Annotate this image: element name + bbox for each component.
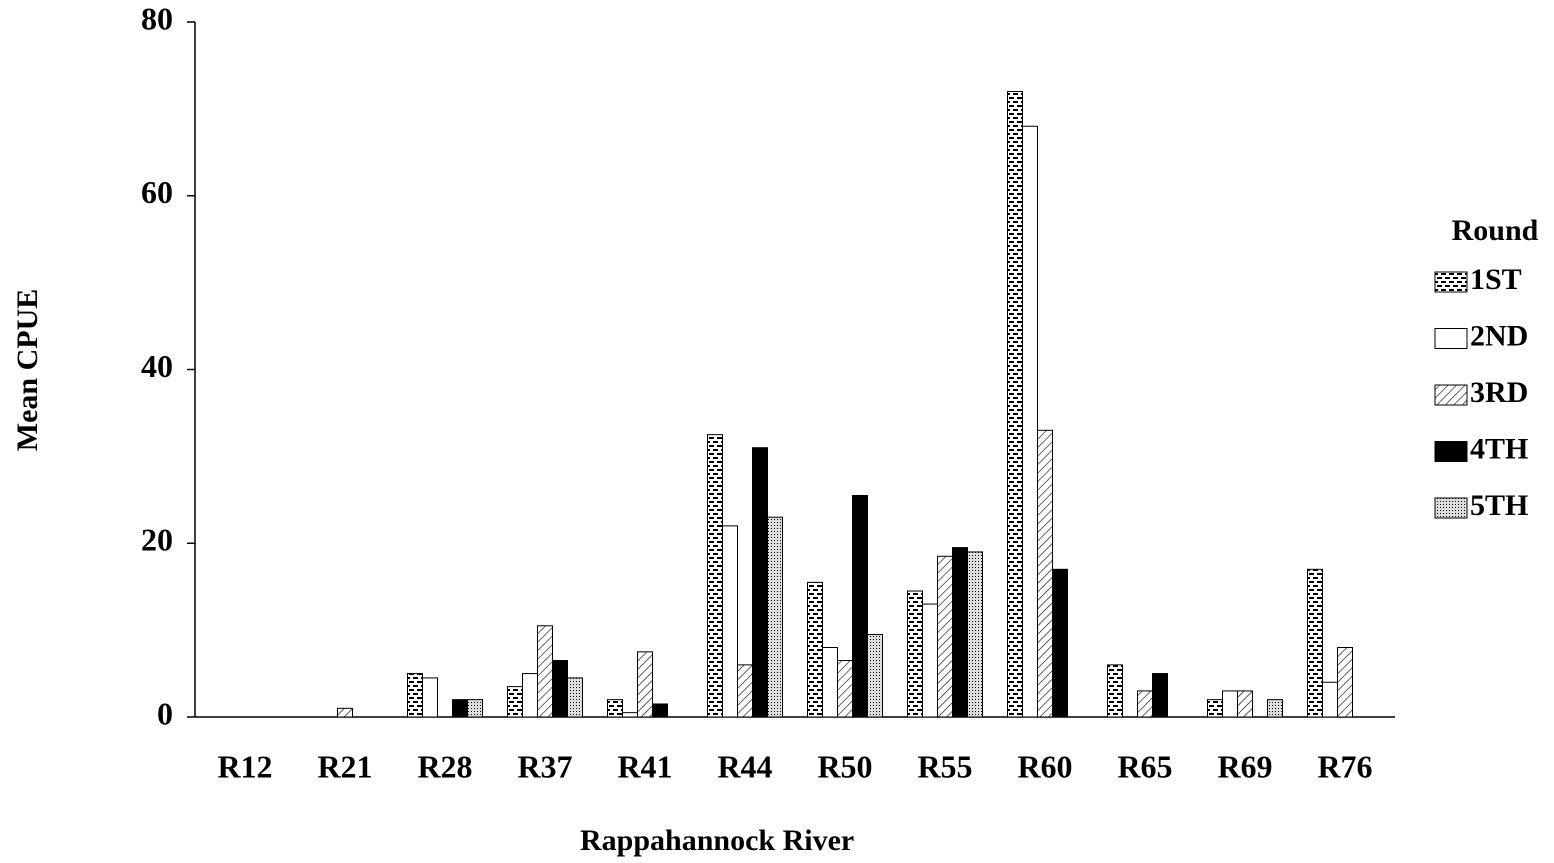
bar: [1152, 673, 1168, 718]
bar: [537, 625, 553, 718]
bar: [1322, 681, 1338, 718]
y-tick-label: 60: [141, 174, 173, 210]
bar: [422, 677, 438, 718]
legend-label: 1ST: [1470, 263, 1522, 296]
bar: [707, 434, 723, 718]
bar: [767, 516, 783, 718]
bar: [522, 673, 538, 718]
bar: [737, 664, 753, 718]
bar: [837, 660, 853, 718]
bar: [507, 686, 523, 718]
bar: [967, 551, 983, 718]
bar: [1137, 690, 1153, 718]
x-tick-label: R28: [417, 748, 472, 784]
bar: [1307, 568, 1323, 718]
bar: [752, 447, 768, 718]
bar: [467, 699, 483, 718]
bar: [607, 699, 623, 718]
bar: [722, 525, 738, 718]
bar: [552, 660, 568, 718]
x-tick-label: R76: [1317, 748, 1372, 784]
bar: [637, 651, 653, 718]
bar: [1337, 647, 1353, 718]
bar: [1267, 699, 1283, 718]
legend-label: 3RD: [1470, 376, 1528, 409]
bar: [1207, 699, 1223, 718]
legend-swatch: [1434, 441, 1468, 462]
bar: [337, 707, 353, 718]
y-tick-label: 40: [141, 348, 173, 384]
x-tick-label: R50: [817, 748, 872, 784]
bar: [452, 699, 468, 718]
y-tick-label: 80: [141, 0, 173, 36]
legend-swatch: [1434, 497, 1468, 519]
x-tick-label: R12: [217, 748, 272, 784]
legend-label: 4TH: [1470, 432, 1528, 465]
bar: [1107, 664, 1123, 718]
legend-title: Round: [1452, 214, 1539, 247]
bar: [937, 555, 953, 718]
bar: [407, 673, 423, 718]
bar: [1222, 690, 1238, 718]
bar: [867, 633, 883, 718]
x-axis-title: Rappahannock River: [580, 824, 854, 857]
bar: [907, 590, 923, 718]
bar: [1037, 429, 1053, 718]
x-tick-label: R44: [717, 748, 772, 784]
x-tick-label: R65: [1117, 748, 1172, 784]
bar: [922, 603, 938, 718]
x-tick-label: R37: [517, 748, 572, 784]
y-tick-label: 0: [157, 695, 173, 731]
x-tick-label: R21: [317, 748, 372, 784]
bar: [852, 494, 868, 718]
bar: [1007, 91, 1023, 718]
x-tick-label: R41: [617, 748, 672, 784]
x-tick-label: R55: [917, 748, 972, 784]
legend-label: 2ND: [1470, 319, 1528, 352]
bar: [652, 703, 668, 718]
bar: [567, 677, 583, 718]
bar: [622, 712, 638, 718]
bar: [1052, 568, 1068, 718]
legend-swatch: [1434, 384, 1468, 406]
bar: [807, 581, 823, 718]
x-tick-label: R60: [1017, 748, 1072, 784]
y-tick-label: 20: [141, 522, 173, 558]
legend-label: 5TH: [1470, 489, 1528, 522]
bar: [952, 547, 968, 718]
y-axis-title: Mean CPUE: [11, 289, 44, 451]
x-tick-label: R69: [1217, 748, 1272, 784]
bar: [822, 647, 838, 718]
bar: [1022, 125, 1038, 718]
bar: [1237, 690, 1253, 718]
legend-swatch: [1434, 271, 1468, 293]
legend-swatch: [1434, 328, 1468, 349]
